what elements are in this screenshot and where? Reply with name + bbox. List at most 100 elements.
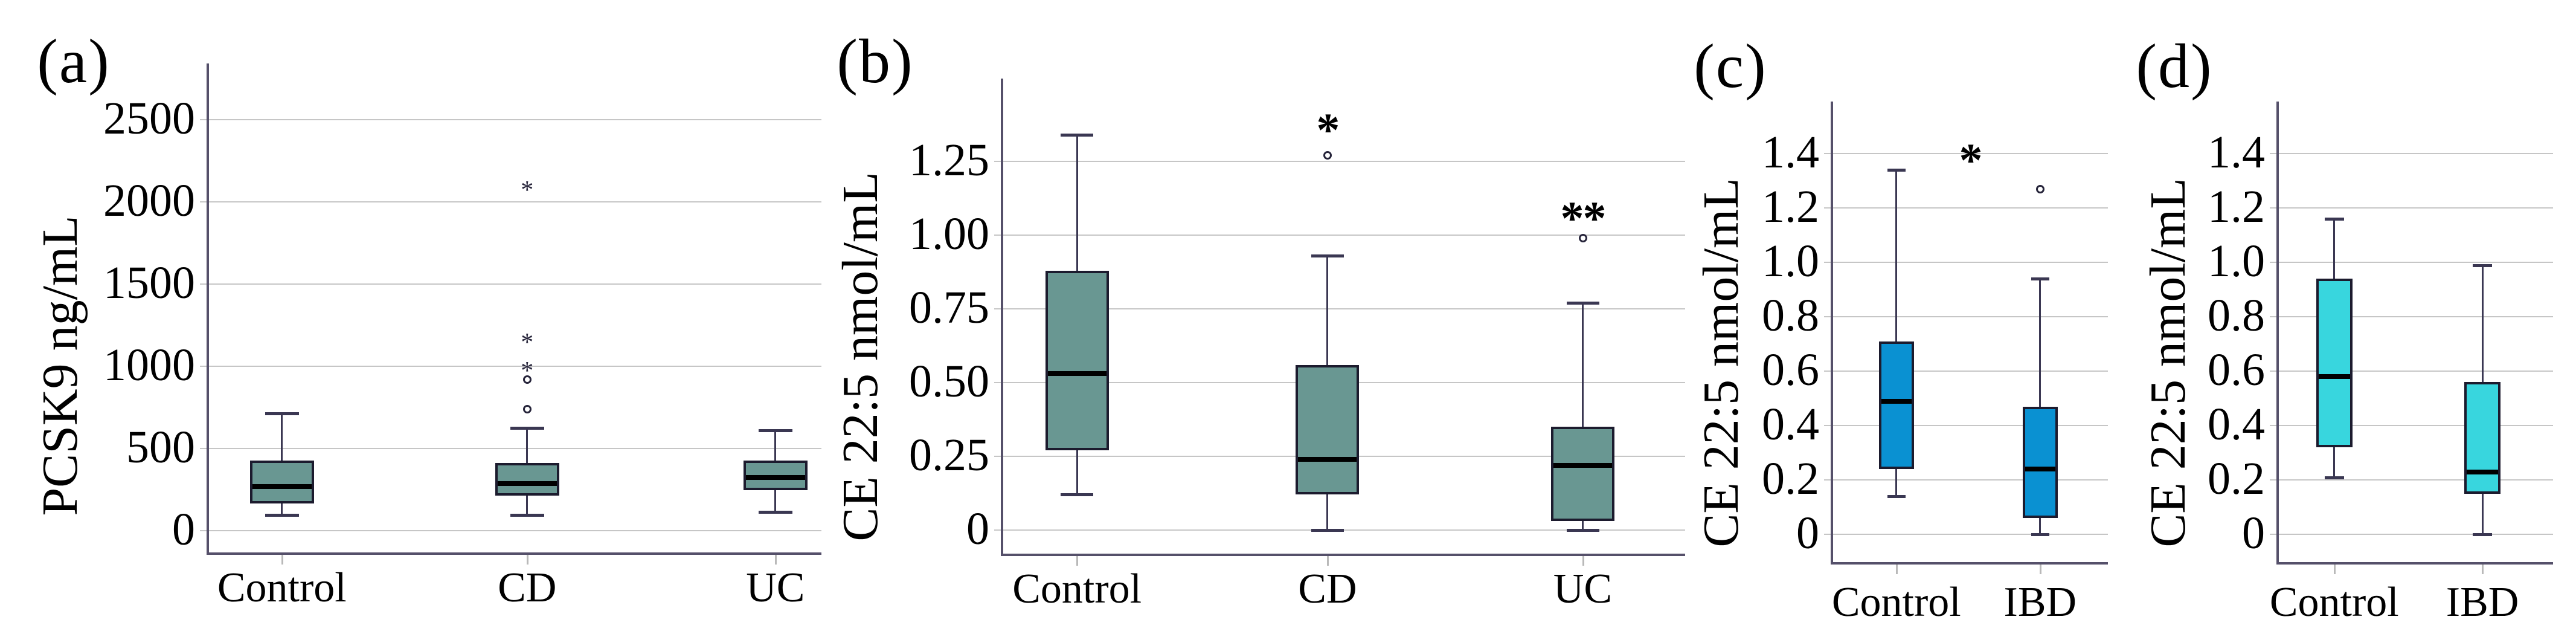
y-tick-label: 0	[172, 504, 195, 555]
y-tick-label: 0.2	[1762, 453, 1819, 504]
median-line	[745, 474, 805, 480]
box-cd	[495, 463, 559, 496]
category-tick	[1326, 556, 1329, 566]
gridline	[2270, 425, 2553, 426]
x-axis-line	[1001, 554, 1685, 556]
y-tick-label: 1.4	[1762, 127, 1819, 178]
y-axis-line	[1831, 102, 1833, 563]
median-line	[252, 484, 312, 489]
category-label: UC	[746, 565, 805, 611]
category-tick	[2333, 565, 2336, 574]
gridline	[200, 530, 821, 531]
y-tick-label: 1.0	[2208, 236, 2265, 286]
y-axis-line	[1001, 79, 1003, 555]
gridline	[1824, 262, 2108, 263]
y-tick-label: 0.50	[909, 356, 989, 407]
category-tick	[2039, 565, 2041, 574]
box-control	[249, 461, 314, 504]
category-label: Control	[217, 565, 347, 611]
box-ibd	[2022, 406, 2058, 518]
gridline	[1824, 479, 2108, 481]
whisker-cap-high	[758, 429, 792, 433]
median-line	[1553, 462, 1612, 468]
category-label: UC	[1553, 566, 1613, 612]
y-tick-label: 1.4	[2208, 127, 2265, 178]
gridline	[2270, 371, 2553, 372]
category-label: CD	[1298, 566, 1357, 612]
outlier-circle	[522, 404, 532, 413]
y-tick-label: 0.2	[2208, 453, 2265, 504]
gridline	[200, 448, 821, 449]
outlier-circle	[1323, 151, 1332, 160]
category-tick	[2482, 565, 2484, 574]
gridline	[2270, 153, 2553, 154]
whisker-cap-high	[2473, 264, 2493, 267]
significance-star: *	[1316, 103, 1340, 156]
whisker-cap-low	[1887, 495, 1906, 498]
x-axis-line	[1831, 562, 2108, 565]
y-tick-label: 2000	[103, 175, 195, 226]
gridline	[1824, 207, 2108, 209]
y-tick-label: 1000	[103, 340, 195, 390]
category-tick	[774, 555, 777, 565]
whisker-cap-low	[1061, 493, 1094, 497]
gridline	[1824, 534, 2108, 535]
x-axis-line	[207, 552, 821, 555]
category-label: Control	[2269, 579, 2399, 626]
y-tick-label: 0.8	[1762, 290, 1819, 341]
gridline	[2270, 479, 2553, 481]
median-line	[497, 481, 557, 487]
whisker-uc	[1582, 303, 1584, 530]
gridline	[200, 283, 821, 285]
y-axis-line	[207, 63, 209, 554]
y-tick-label: 0.75	[909, 282, 989, 333]
outlier-circle	[522, 375, 532, 384]
significance-star: **	[1560, 191, 1607, 244]
y-tick-label: 1500	[103, 257, 195, 308]
whisker-cap-high	[2324, 218, 2344, 221]
median-line	[1298, 456, 1357, 462]
median-line	[2318, 374, 2350, 379]
y-tick-label: 0	[2242, 508, 2265, 558]
whisker-cap-high	[2031, 277, 2049, 280]
y-tick-label: 500	[126, 422, 195, 473]
whisker-cap-low	[510, 514, 544, 517]
box-uc	[1551, 427, 1614, 522]
significance-star: *	[1959, 133, 1983, 186]
y-tick-label: 1.2	[2208, 181, 2265, 232]
whisker-cap-low	[2473, 533, 2493, 536]
panel-b-label: (b)	[837, 27, 914, 96]
category-tick	[1582, 556, 1584, 566]
whisker-cap-high	[1887, 169, 1906, 172]
category-tick	[281, 555, 283, 565]
y-tick-label: 2500	[103, 93, 195, 144]
whisker-cap-high	[265, 412, 299, 415]
whisker-cap-high	[1566, 302, 1599, 305]
gridline	[2270, 262, 2553, 263]
gridline	[994, 235, 1685, 236]
outlier-circle	[1578, 233, 1587, 242]
median-line	[2467, 469, 2499, 474]
category-label: Control	[1012, 566, 1142, 612]
y-tick-label: 0.4	[2208, 399, 2265, 450]
whisker-cap-low	[1566, 529, 1599, 532]
category-tick	[1895, 565, 1898, 574]
box-control	[2316, 279, 2353, 447]
category-label: Control	[1831, 579, 1961, 626]
whisker-cap-low	[2324, 476, 2344, 479]
y-tick-label: 1.0	[1762, 236, 1819, 286]
whisker-cap-low	[265, 514, 299, 517]
gridline	[1824, 153, 2108, 154]
gridline	[2270, 316, 2553, 317]
whisker-cap-high	[510, 427, 544, 430]
box-control	[1045, 270, 1109, 451]
gridline	[1824, 371, 2108, 372]
y-tick-label: 1.00	[909, 209, 989, 259]
y-tick-label: 1.2	[1762, 181, 1819, 232]
gridline	[994, 308, 1685, 309]
category-label: IBD	[2003, 579, 2077, 626]
